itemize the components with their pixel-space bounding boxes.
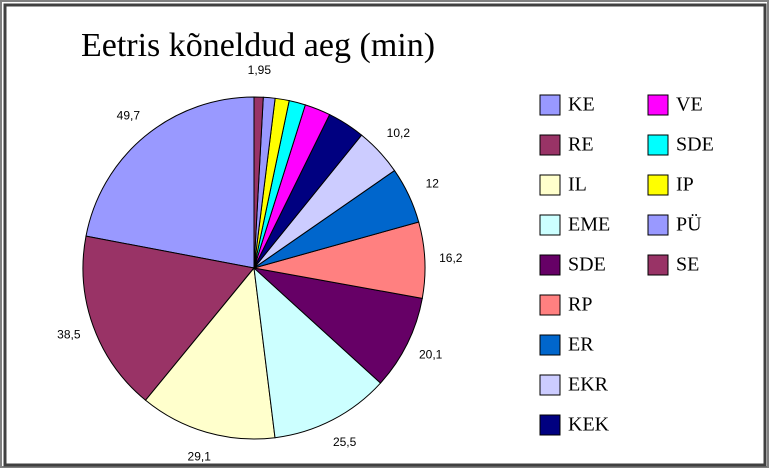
chart-title: Eetris kõneldud aeg (min) bbox=[81, 27, 435, 64]
legend-swatch bbox=[647, 254, 669, 276]
legend-swatch bbox=[539, 254, 561, 276]
legend-swatch bbox=[539, 334, 561, 356]
legend-label: SDE bbox=[568, 254, 606, 276]
data-label: 10,2 bbox=[387, 126, 411, 140]
legend-label: SE bbox=[676, 254, 699, 276]
legend-label: KE bbox=[568, 94, 595, 116]
legend-swatch bbox=[539, 214, 561, 236]
legend-swatch bbox=[539, 374, 561, 396]
legend-swatch bbox=[647, 134, 669, 156]
legend-swatch bbox=[539, 134, 561, 156]
legend-label: RP bbox=[568, 294, 592, 316]
legend-swatch bbox=[539, 294, 561, 316]
legend-swatch bbox=[539, 94, 561, 116]
legend-label: EKR bbox=[568, 374, 609, 396]
data-label: 38,5 bbox=[57, 327, 81, 341]
legend-swatch bbox=[539, 174, 561, 196]
data-label: 49,7 bbox=[117, 108, 141, 122]
legend-label: IL bbox=[568, 174, 587, 196]
plot-frame bbox=[3, 3, 767, 467]
legend-label: RE bbox=[568, 134, 594, 156]
legend-label: SDE bbox=[676, 134, 714, 156]
data-label: 29,1 bbox=[188, 449, 212, 463]
legend-swatch bbox=[647, 94, 669, 116]
data-label: 1,95 bbox=[248, 63, 272, 77]
pie-slice bbox=[253, 96, 264, 269]
pie-slice bbox=[252, 267, 423, 384]
legend-label: VE bbox=[676, 94, 703, 116]
pie-slice bbox=[253, 266, 382, 439]
data-label: 12 bbox=[426, 176, 440, 190]
legend-swatch bbox=[539, 414, 561, 436]
legend-label: EME bbox=[568, 214, 610, 236]
legend-swatch bbox=[647, 174, 669, 196]
data-label: 25,5 bbox=[333, 435, 357, 449]
pie-slice bbox=[144, 266, 276, 440]
data-label: 20,1 bbox=[419, 347, 443, 361]
pie-slice bbox=[82, 235, 255, 401]
legend-label: PÜ bbox=[676, 213, 702, 236]
legend-label: KEK bbox=[568, 414, 610, 436]
data-label: 16,2 bbox=[439, 251, 463, 265]
legend-label: ER bbox=[568, 334, 594, 356]
legend-label: IP bbox=[676, 174, 694, 196]
pie-slice bbox=[85, 96, 255, 269]
legend-swatch bbox=[647, 214, 669, 236]
